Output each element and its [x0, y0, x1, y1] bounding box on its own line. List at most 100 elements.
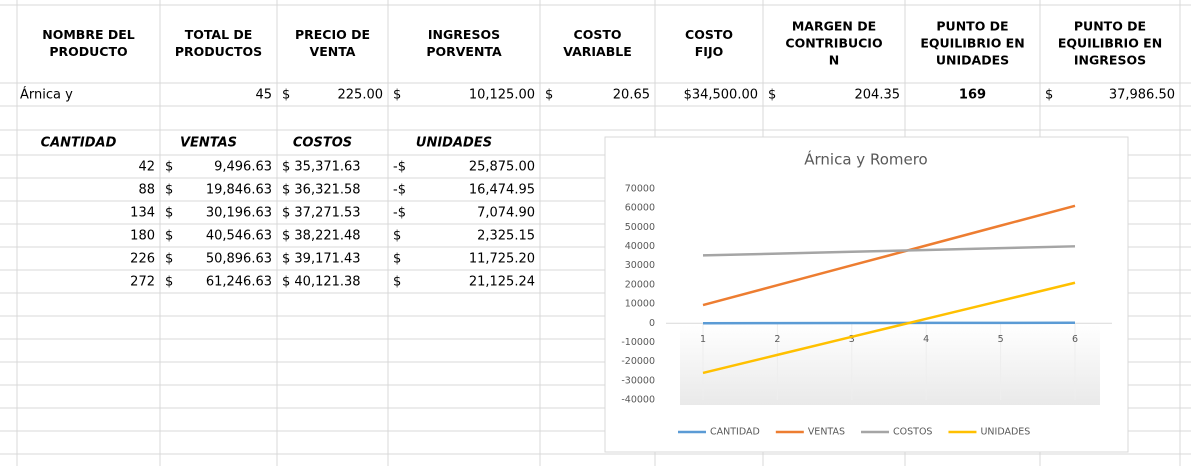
currency: $: [165, 160, 173, 175]
currency: $: [165, 252, 173, 267]
currency: $: [165, 275, 173, 290]
header-cell: VARIABLE: [563, 44, 631, 59]
currency: $: [165, 183, 173, 198]
y-tick-label: -40000: [621, 395, 655, 406]
header-cell: PUNTO DE: [936, 19, 1008, 34]
y-tick-label: -10000: [621, 337, 655, 348]
y-tick-label: 30000: [625, 260, 655, 271]
cell-text: $ 39,171.43: [282, 252, 361, 267]
cell-text: $ 37,271.53: [282, 206, 361, 221]
header-cell: INGRESOS: [428, 27, 500, 42]
header-cell: UNIDADES: [936, 53, 1009, 68]
cell-text: $ 35,371.63: [282, 160, 361, 175]
cell-text: 45: [255, 88, 272, 103]
cell-text: Árnica y: [20, 87, 73, 103]
header-cell: COSTOS: [293, 136, 352, 151]
currency: $: [545, 88, 553, 103]
header-cell: N: [829, 53, 839, 68]
header-cell: FIJO: [695, 44, 723, 59]
y-tick-label: 50000: [625, 222, 655, 233]
header-cell: COSTO: [685, 27, 733, 42]
amount: 19,846.63: [206, 183, 272, 198]
y-tick-label: -30000: [621, 375, 655, 386]
y-tick-label: 40000: [625, 241, 655, 252]
header-cell: COSTO: [574, 27, 622, 42]
y-tick-label: 60000: [625, 203, 655, 214]
header-cell: MARGEN DE: [792, 19, 876, 34]
header-cell: CANTIDAD: [41, 136, 117, 151]
header-cell: CONTRIBUCIO: [785, 36, 882, 51]
x-tick-label: 3: [849, 334, 855, 345]
cells: NOMBRE DEL PRODUCTO TOTAL DE PRODUCTOS PRECI…: [20, 19, 1175, 290]
header-cell: VENTAS: [180, 136, 237, 151]
amount: 37,986.50: [1109, 88, 1175, 103]
chart: Árnica y Romero -40000 -30000 -20000 -10000…: [604, 136, 1129, 453]
amount: 11,725.20: [469, 252, 535, 267]
amount: 204.35: [855, 88, 901, 103]
y-tick-label: -20000: [621, 356, 655, 367]
amount: 9,496.63: [214, 160, 272, 175]
y-tick-label: 0: [649, 318, 655, 329]
y-tick-label: 70000: [625, 184, 655, 195]
x-tick-label: 5: [998, 334, 1004, 345]
header-cell: NOMBRE DEL: [42, 27, 134, 42]
chart-title: Árnica y Romero: [804, 150, 927, 169]
cell-text: 226: [130, 252, 155, 267]
amount: 16,474.95: [469, 183, 535, 198]
amount: 20.65: [613, 88, 650, 103]
header-cell: PRECIO DE: [295, 27, 370, 42]
currency: $: [393, 88, 401, 103]
legend-label: UNIDADES: [980, 427, 1030, 438]
currency: $: [165, 229, 173, 244]
cell-text: 88: [138, 183, 155, 198]
legend-label: COSTOS: [893, 427, 932, 438]
amount: 40,546.63: [206, 229, 272, 244]
x-tick-label: 2: [774, 334, 780, 345]
currency: $: [768, 88, 776, 103]
cell-text: $ 38,221.48: [282, 229, 361, 244]
x-tick-label: 4: [923, 334, 929, 345]
amount: 225.00: [338, 88, 384, 103]
amount: 30,196.63: [206, 206, 272, 221]
x-tick-label: 1: [700, 334, 706, 345]
cell-text: $34,500.00: [684, 88, 758, 103]
amount: 2,325.15: [477, 229, 535, 244]
currency: -$: [393, 183, 406, 198]
currency: $: [393, 229, 401, 244]
header-cell: PORVENTA: [426, 44, 502, 59]
currency: -$: [393, 206, 406, 221]
amount: 21,125.24: [469, 275, 535, 290]
currency: $: [1045, 88, 1053, 103]
header-cell: PRODUCTO: [49, 44, 127, 59]
series-line: [702, 281, 1076, 375]
legend-label: CANTIDAD: [710, 427, 760, 438]
header-cell: UNIDADES: [416, 136, 492, 151]
currency: $: [393, 275, 401, 290]
cell-text: 169: [959, 88, 986, 103]
y-tick-label: 10000: [625, 299, 655, 310]
cell-text: $ 36,321.58: [282, 183, 361, 198]
cell-text: $ 40,121.38: [282, 275, 361, 290]
cell-text: 272: [130, 275, 155, 290]
currency: $: [393, 252, 401, 267]
header-cell: EQUILIBRIO EN: [920, 36, 1024, 51]
header-cell: TOTAL DE: [185, 27, 253, 42]
y-tick-label: 20000: [625, 279, 655, 290]
currency: -$: [393, 160, 406, 175]
header-cell: INGRESOS: [1074, 53, 1146, 68]
header-cell: PRODUCTOS: [175, 44, 262, 59]
cell-text: 180: [130, 229, 155, 244]
header-cell: EQUILIBRIO EN: [1058, 36, 1162, 51]
legend-label: VENTAS: [808, 427, 845, 438]
amount: 50,896.63: [206, 252, 272, 267]
amount: 61,246.63: [206, 275, 272, 290]
currency: $: [282, 88, 290, 103]
amount: 7,074.90: [477, 206, 535, 221]
chart-shade: [680, 325, 1100, 405]
series-line: [702, 204, 1076, 307]
series-line: [702, 245, 1076, 257]
header-cell: PUNTO DE: [1074, 19, 1146, 34]
amount: 10,125.00: [469, 88, 535, 103]
cell-text: 134: [130, 206, 155, 221]
